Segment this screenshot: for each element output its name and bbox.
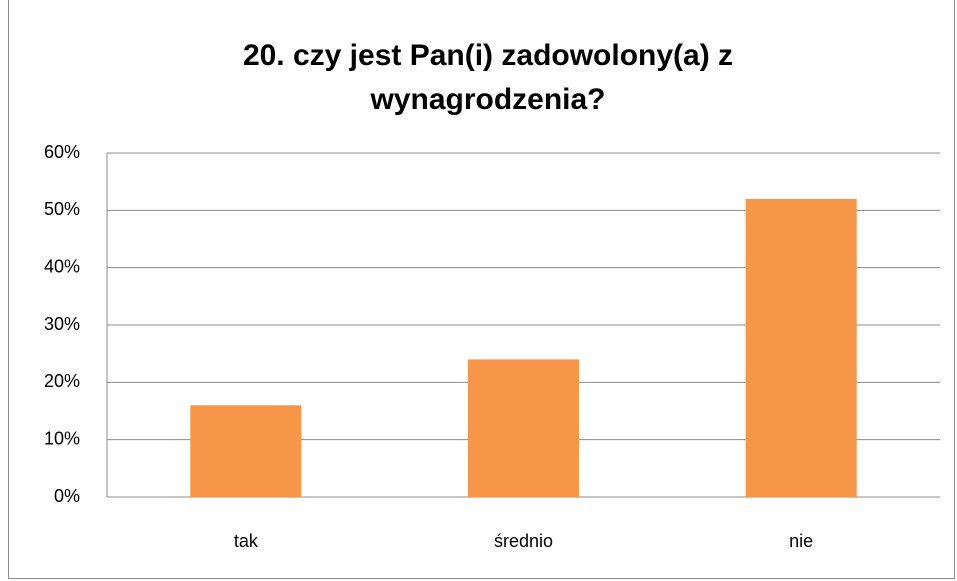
- x-tick-label: nie: [789, 531, 813, 551]
- x-tick-label: tak: [234, 531, 259, 551]
- y-tick-label: 10%: [44, 428, 80, 448]
- x-tick-label: średnio: [494, 531, 553, 551]
- bar: [467, 359, 580, 497]
- y-tick-label: 20%: [44, 371, 80, 391]
- bar: [190, 405, 302, 497]
- chart-title: 20. czy jest Pan(i) zadowolony(a) z wyna…: [242, 39, 734, 116]
- y-tick-label: 30%: [44, 314, 80, 334]
- bar: [745, 198, 857, 497]
- chart-frame: [8, 0, 955, 579]
- y-tick-label: 40%: [44, 256, 80, 276]
- y-tick-label: 60%: [44, 142, 80, 162]
- y-tick-label: 0%: [54, 486, 80, 506]
- y-tick-label: 50%: [44, 199, 80, 219]
